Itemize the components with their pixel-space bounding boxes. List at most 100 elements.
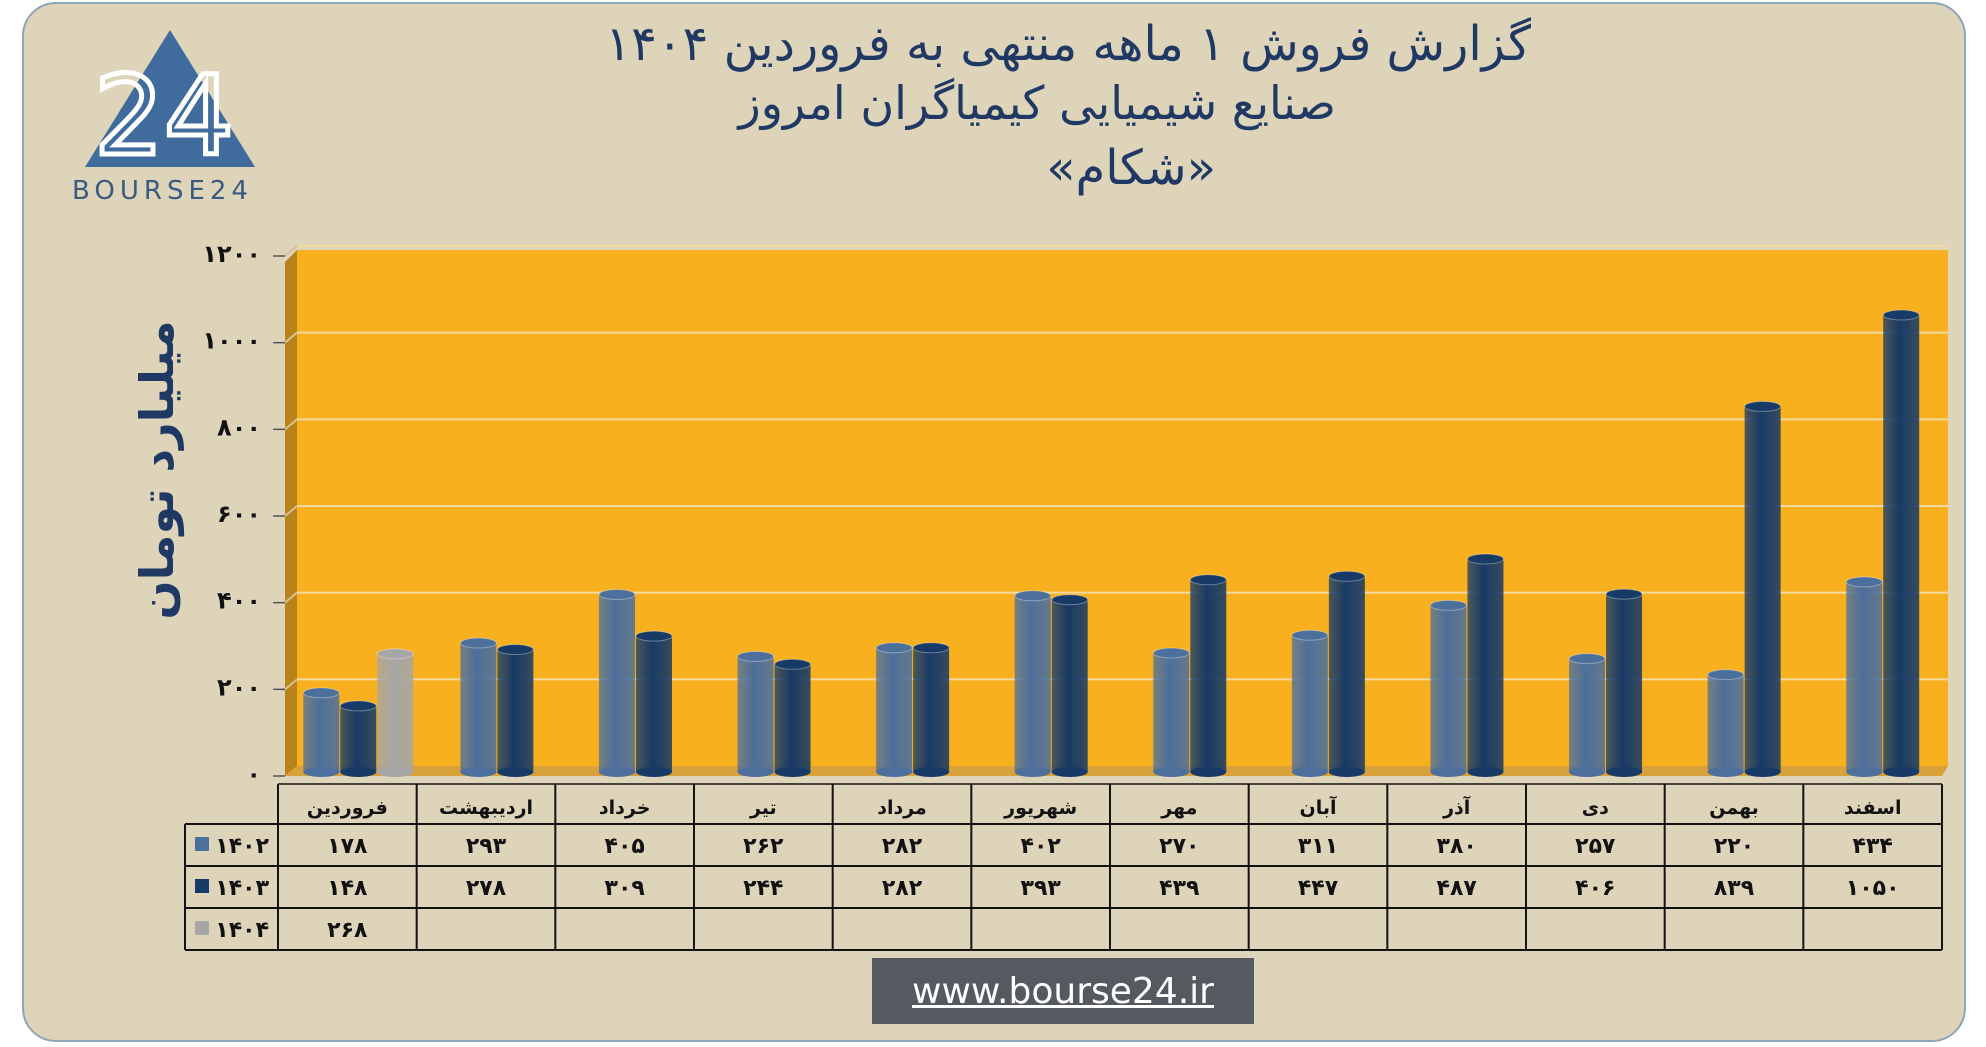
bar-bottom bbox=[1569, 767, 1606, 777]
bar-top bbox=[1291, 629, 1329, 641]
category-label: آبان bbox=[1300, 795, 1337, 819]
category-label: اسفند bbox=[1844, 797, 1902, 819]
category-label: خرداد bbox=[599, 797, 651, 819]
chart-title: گزارش فروش ۱ ماهه منتهی به فروردین ۱۴۰۴ bbox=[605, 16, 1531, 72]
bar-bottom bbox=[1846, 767, 1883, 777]
bar bbox=[1568, 653, 1606, 777]
bar-top bbox=[1845, 576, 1883, 588]
gridline-side bbox=[284, 678, 298, 691]
bar-top bbox=[737, 650, 775, 662]
bar bbox=[1189, 574, 1227, 777]
bar bbox=[1429, 599, 1467, 777]
data-label: ۱۷۸ bbox=[327, 834, 368, 859]
bar bbox=[598, 589, 636, 777]
data-label: ۳۰۹ bbox=[605, 876, 645, 901]
bar-top bbox=[912, 642, 950, 654]
bar bbox=[376, 648, 414, 777]
logo-mark: 24 bbox=[94, 52, 234, 180]
logo-text: BOURSE24 bbox=[72, 176, 253, 206]
data-label: ۴۴۷ bbox=[1298, 876, 1339, 901]
bar-top bbox=[1744, 400, 1782, 412]
bar-bottom bbox=[1744, 767, 1781, 777]
category-label: شهریور bbox=[1003, 797, 1077, 819]
bar bbox=[1605, 588, 1643, 777]
data-label: ۲۶۲ bbox=[743, 834, 784, 859]
bar-top bbox=[376, 648, 414, 660]
bar-top bbox=[339, 700, 377, 712]
category-label: اردیبهشت bbox=[439, 797, 533, 819]
category-label: فروردین bbox=[307, 797, 388, 819]
data-label: ۲۹۳ bbox=[466, 834, 507, 859]
bar-body bbox=[635, 636, 672, 772]
bar bbox=[912, 642, 950, 777]
bar-bottom bbox=[1328, 767, 1365, 777]
bar-body bbox=[1569, 658, 1606, 772]
gridline-side bbox=[284, 591, 298, 604]
bar-bottom bbox=[635, 767, 672, 777]
data-label: ۲۷۰ bbox=[1159, 834, 1199, 859]
bar bbox=[1014, 590, 1052, 777]
data-label: ۴۳۹ bbox=[1159, 876, 1199, 901]
legend-swatch bbox=[195, 879, 209, 893]
data-label: ۳۸۰ bbox=[1437, 834, 1477, 859]
bar-top bbox=[1051, 594, 1089, 606]
bar-bottom bbox=[1153, 767, 1190, 777]
bourse24-logo: 24 bbox=[85, 30, 255, 183]
bar bbox=[1744, 400, 1782, 777]
bar-body bbox=[913, 647, 950, 772]
bar bbox=[1882, 309, 1920, 777]
plot-side-wall bbox=[285, 250, 297, 776]
y-tick-label: ۱۰۰۰ bbox=[202, 327, 261, 355]
plot-floor bbox=[285, 766, 1948, 776]
website-link[interactable]: www.bourse24.ir bbox=[912, 970, 1214, 1012]
gridline-side bbox=[284, 245, 298, 257]
bar-top bbox=[1466, 553, 1504, 565]
bar-body bbox=[1291, 635, 1328, 772]
bar-top bbox=[1328, 570, 1366, 582]
bar-top bbox=[1152, 647, 1190, 659]
bar bbox=[1291, 629, 1329, 777]
data-label: ۲۲۰ bbox=[1714, 834, 1754, 859]
y-tick-label: ۶۰۰ bbox=[217, 500, 261, 528]
logo-triangle-icon bbox=[85, 30, 255, 167]
bar bbox=[1328, 570, 1366, 777]
bar-body bbox=[460, 643, 497, 772]
data-label: ۴۰۶ bbox=[1575, 876, 1615, 901]
bar bbox=[774, 658, 812, 777]
category-label: آذر bbox=[1442, 795, 1471, 819]
y-tick-label: ۱۲۰۰ bbox=[202, 240, 261, 268]
bar-body bbox=[1707, 674, 1744, 772]
bar-body bbox=[598, 594, 635, 772]
chart-subtitle: صنایع شیمیایی کیمیاگران امروز bbox=[738, 76, 1336, 130]
data-label: ۳۱۱ bbox=[1298, 834, 1338, 859]
bar-body bbox=[1846, 581, 1883, 772]
bar bbox=[1152, 647, 1190, 777]
bar-bottom bbox=[497, 767, 534, 777]
bar-bottom bbox=[1430, 767, 1467, 777]
bar-top bbox=[635, 630, 673, 642]
bar-top bbox=[302, 687, 340, 699]
bar bbox=[1466, 553, 1504, 777]
bar-top bbox=[1568, 653, 1606, 665]
y-tick-label: ۲۰۰ bbox=[217, 673, 261, 701]
bar bbox=[635, 630, 673, 777]
data-label: ۲۵۷ bbox=[1575, 834, 1616, 859]
bar-bottom bbox=[1014, 767, 1051, 777]
bar-top bbox=[598, 589, 636, 600]
bar-top bbox=[1882, 309, 1920, 321]
bar-top bbox=[1189, 574, 1227, 586]
bar-bottom bbox=[303, 767, 340, 777]
data-label: ۴۳۴ bbox=[1853, 834, 1893, 859]
bar-bottom bbox=[1190, 767, 1227, 777]
bar-top bbox=[774, 658, 812, 670]
bar-bottom bbox=[1051, 767, 1088, 777]
bar-bottom bbox=[377, 767, 414, 777]
data-label: ۳۹۳ bbox=[1021, 876, 1062, 901]
category-label: تیر bbox=[749, 797, 777, 819]
bar-body bbox=[1328, 576, 1365, 772]
bar-top bbox=[459, 637, 497, 649]
data-label: ۸۳۹ bbox=[1714, 876, 1754, 901]
data-label: ۴۰۵ bbox=[605, 834, 645, 859]
bar-bottom bbox=[1606, 767, 1643, 777]
